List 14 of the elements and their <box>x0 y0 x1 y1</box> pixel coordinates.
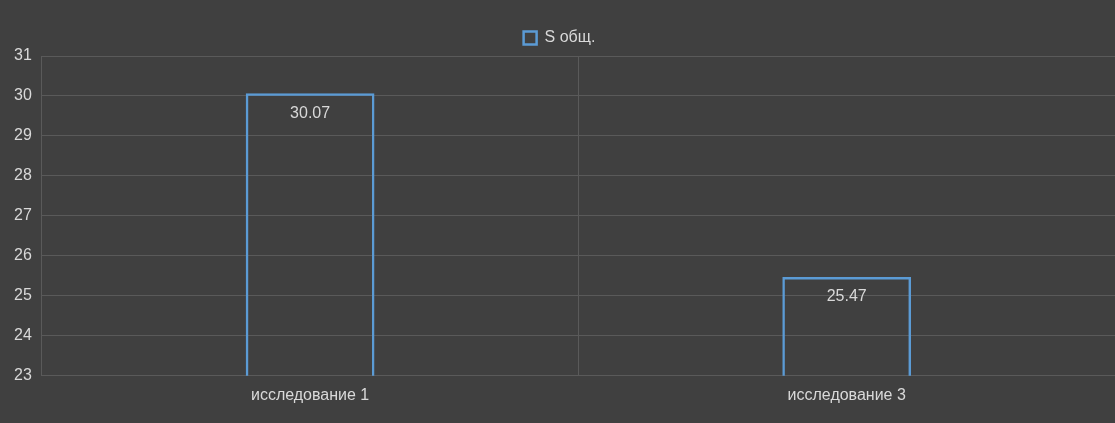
data-label: 30.07 <box>290 103 331 121</box>
x-tick-label: исследование 1 <box>250 385 370 403</box>
y-tick-label: 28 <box>14 166 32 184</box>
data-label: 25.47 <box>826 287 867 305</box>
y-tick-label: 24 <box>14 326 32 344</box>
y-tick-label: 30 <box>14 86 32 104</box>
y-tick-label: 26 <box>14 246 32 264</box>
x-tick-label: исследование 3 <box>787 385 906 403</box>
legend-label: S общ. <box>544 28 596 46</box>
y-tick-label: 23 <box>14 366 32 384</box>
y-tick-label: 29 <box>14 126 32 144</box>
y-tick-label: 27 <box>14 206 32 224</box>
y-tick-label: 25 <box>14 286 32 304</box>
y-tick-label: 31 <box>14 46 32 64</box>
